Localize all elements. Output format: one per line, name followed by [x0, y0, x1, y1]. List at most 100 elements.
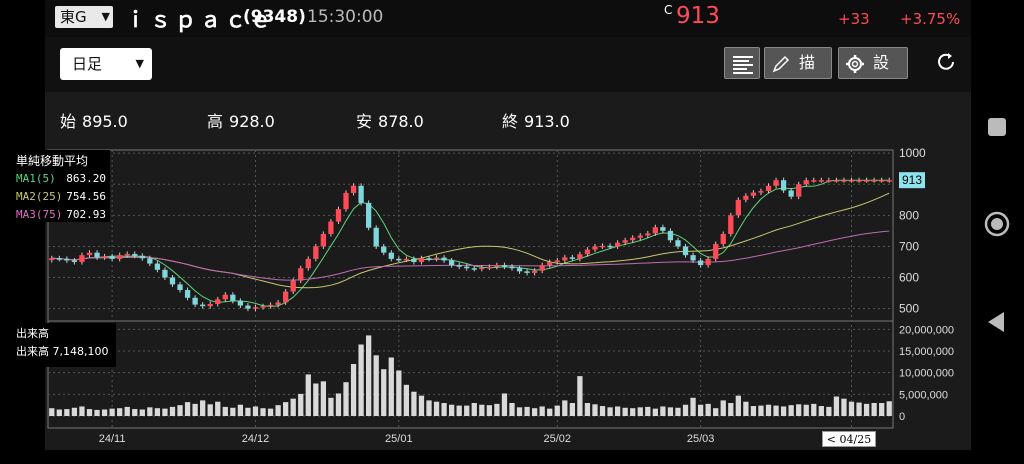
candle-body [79, 255, 85, 262]
volume-bar [448, 404, 455, 416]
volume-bar [614, 406, 621, 416]
candle-body [177, 284, 183, 290]
volume-bar [569, 403, 575, 416]
candle-body [780, 180, 787, 191]
candle-body [464, 266, 470, 269]
candle-body [720, 234, 726, 244]
last-price-label: 913 [902, 173, 922, 187]
volume-bar [373, 355, 379, 416]
refresh-icon[interactable] [935, 51, 957, 73]
volume-bar [49, 408, 55, 416]
candle-body [758, 191, 764, 193]
candle-body [335, 209, 342, 222]
volume-bar [796, 404, 802, 416]
current-price: 913 [676, 3, 720, 29]
cursor-date[interactable]: < 04/25 > [822, 431, 876, 462]
volume-bar [56, 409, 62, 416]
price-tick-label: 500 [899, 302, 919, 316]
volume-bar [690, 397, 696, 416]
gear-icon [846, 55, 864, 73]
volume-bar [886, 401, 892, 416]
volume-bar [215, 401, 221, 416]
back-icon[interactable] [988, 312, 1004, 332]
volume-bar [313, 383, 319, 416]
candle-body [630, 237, 636, 241]
nav-buttons [984, 118, 1010, 332]
candle-body [863, 180, 870, 182]
ma3-value: 702.93 [66, 208, 106, 221]
volume-bar [252, 406, 259, 416]
volume-bar [856, 402, 862, 416]
volume-bar [494, 403, 500, 416]
candle-body [411, 258, 417, 262]
candle-body [765, 185, 772, 192]
stock-code: (9348) [243, 7, 306, 27]
candle-body [652, 227, 658, 234]
volume-bar [358, 344, 364, 416]
volume-bar [584, 403, 591, 416]
volume-bar [562, 400, 568, 416]
candle-body [328, 221, 334, 234]
volume-legend: 出来高 出来高 7,148,100 [12, 323, 116, 367]
volume-tick-label: 20,000,000 [899, 324, 954, 336]
quote-header: 東G ▼ ｉｓｐａｃｅ (9348) 15:30:00 C 913 +33 +3.… [45, 0, 971, 37]
home-icon[interactable] [984, 211, 1010, 237]
candle-body [388, 252, 394, 259]
volume-bar [531, 408, 538, 416]
high-value: 928.0 [229, 112, 275, 131]
volume-bar [833, 396, 840, 416]
candle-body [750, 192, 757, 196]
candle-body [826, 180, 832, 182]
volume-bar [207, 404, 213, 416]
candle-body [509, 266, 515, 269]
price-change-percent: +3.75% [900, 10, 961, 28]
indicator-list-button[interactable] [724, 47, 760, 79]
open-price: 始 895.0 [60, 108, 128, 132]
settings-button[interactable]: 設定 [838, 47, 908, 79]
candle-body [848, 180, 855, 182]
volume-bar [305, 374, 311, 416]
period-select[interactable]: 日足 ▼ [60, 48, 152, 80]
volume-bar [298, 393, 304, 416]
volume-tick-label: 0 [899, 411, 905, 423]
candle-body [577, 254, 583, 259]
volume-bar [652, 408, 658, 416]
volume-bar [471, 403, 477, 416]
volume-bar [320, 381, 327, 416]
volume-bar [539, 406, 545, 416]
volume-bar [275, 405, 281, 416]
candle-body [743, 195, 749, 200]
exchange-select[interactable]: 東G ▼ [55, 6, 113, 28]
candle-body [448, 260, 455, 266]
volume-bar [79, 406, 85, 416]
candle-body [49, 258, 55, 261]
volume-bar [765, 404, 772, 416]
open-label: 始 [60, 112, 77, 131]
volume-bar [200, 400, 206, 416]
candle-body [871, 180, 877, 182]
volume-bar [192, 403, 198, 416]
candle-body [290, 280, 296, 292]
candle-body [245, 305, 251, 309]
candle-body [71, 260, 78, 262]
price-tick-label: 600 [899, 271, 919, 285]
candle-body [441, 257, 447, 261]
volume-tick-label: 5,000,000 [899, 389, 948, 401]
volume-bar [464, 405, 470, 416]
volume-bar [441, 403, 447, 416]
candle-body [547, 262, 553, 266]
volume-bar [101, 409, 108, 416]
candle-body [803, 180, 809, 185]
ma2-label: MA2(25) [16, 190, 63, 203]
volume-bar [109, 408, 115, 416]
volume-bar [267, 408, 274, 416]
low-label: 安 [356, 112, 373, 131]
volume-bar [290, 398, 296, 416]
price-chart[interactable]: 24/1124/1225/0125/0225/0325/041000900800… [0, 0, 974, 450]
candle-body [637, 235, 643, 238]
volume-bar [403, 384, 410, 416]
recents-icon[interactable] [988, 118, 1006, 136]
candle-body [162, 269, 168, 278]
draw-button[interactable]: 描画 [764, 47, 832, 79]
candle-body [418, 258, 425, 262]
